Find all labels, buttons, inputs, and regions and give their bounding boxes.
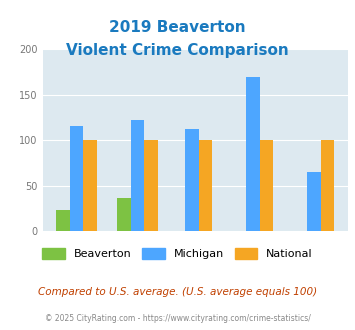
Bar [260,140,273,231]
Bar [70,126,83,231]
Bar [144,140,158,231]
Text: 2019 Beaverton: 2019 Beaverton [109,20,246,35]
Bar [198,140,212,231]
Bar [56,210,70,231]
Bar [131,120,144,231]
Bar [185,129,198,231]
Bar [246,77,260,231]
Bar [83,140,97,231]
Legend: Beaverton, Michigan, National: Beaverton, Michigan, National [38,243,317,263]
Bar [307,172,321,231]
Bar [118,198,131,231]
Text: Violent Crime Comparison: Violent Crime Comparison [66,43,289,58]
Text: Compared to U.S. average. (U.S. average equals 100): Compared to U.S. average. (U.S. average … [38,287,317,297]
Bar [321,140,334,231]
Text: © 2025 CityRating.com - https://www.cityrating.com/crime-statistics/: © 2025 CityRating.com - https://www.city… [45,314,310,323]
